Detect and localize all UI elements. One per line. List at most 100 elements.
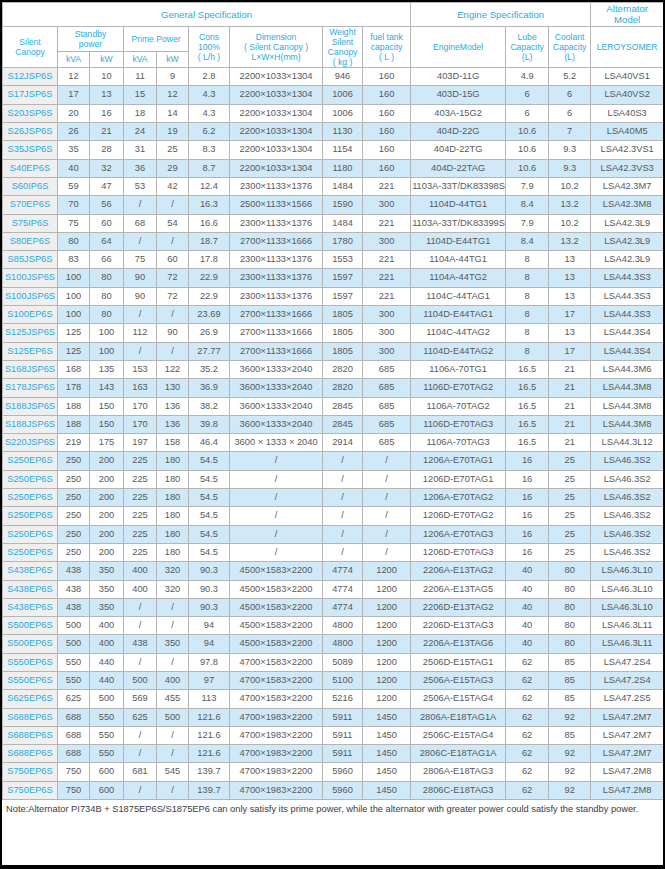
model-link[interactable]: S688EP6S bbox=[3, 726, 58, 744]
model-link[interactable]: S438EP6S bbox=[3, 598, 58, 616]
model-link[interactable]: S60IP6S bbox=[3, 177, 58, 195]
value-cell: 160 bbox=[363, 141, 411, 159]
value-cell: 1006 bbox=[323, 86, 363, 104]
model-link[interactable]: S250EP6S bbox=[3, 489, 58, 507]
value-cell: 17 bbox=[549, 342, 591, 360]
value-cell: 13.2 bbox=[549, 196, 591, 214]
value-cell: 175 bbox=[90, 434, 124, 452]
model-link[interactable]: S26JSP6S bbox=[3, 123, 58, 141]
model-link[interactable]: S688EP6S bbox=[3, 708, 58, 726]
model-link[interactable]: S20JSP6S bbox=[3, 104, 58, 122]
value-cell: 6 bbox=[549, 86, 591, 104]
model-link[interactable]: S125EP6S bbox=[3, 342, 58, 360]
value-cell: 54.5 bbox=[189, 489, 230, 507]
value-cell: 2845 bbox=[323, 415, 363, 433]
group-header-row: General Specification Engine Specificati… bbox=[3, 3, 664, 27]
value-cell: 1200 bbox=[363, 653, 411, 671]
value-cell: 85 bbox=[549, 726, 591, 744]
value-cell: / bbox=[323, 470, 363, 488]
table-row: S550EP6S550440500400974700×1583×22005100… bbox=[3, 671, 664, 689]
model-link[interactable]: S70EP6S bbox=[3, 196, 58, 214]
value-cell: 2806A-E18TAG3 bbox=[411, 763, 506, 781]
value-cell: 500 bbox=[90, 690, 124, 708]
table-row: S500EP6S500400//944500×1583×220048001200… bbox=[3, 617, 664, 635]
value-cell: 180 bbox=[157, 543, 189, 561]
value-cell: 688 bbox=[58, 745, 90, 763]
table-row: S688EP6S688550//121.64700×1983×220059111… bbox=[3, 745, 664, 763]
model-link[interactable]: S500EP6S bbox=[3, 635, 58, 653]
model-link[interactable]: S250EP6S bbox=[3, 507, 58, 525]
value-cell: / bbox=[363, 452, 411, 470]
value-cell: 500 bbox=[58, 617, 90, 635]
value-cell: / bbox=[124, 745, 157, 763]
model-link[interactable]: S100JSP6S bbox=[3, 287, 58, 305]
value-cell: 188 bbox=[58, 397, 90, 415]
model-link[interactable]: S750EP6S bbox=[3, 763, 58, 781]
model-link[interactable]: S550EP6S bbox=[3, 671, 58, 689]
model-link[interactable]: S168JSP6S bbox=[3, 360, 58, 378]
model-link[interactable]: S500EP6S bbox=[3, 617, 58, 635]
model-link[interactable]: S550EP6S bbox=[3, 653, 58, 671]
value-cell: 1805 bbox=[323, 306, 363, 324]
model-link[interactable]: S438EP6S bbox=[3, 580, 58, 598]
table-row: S550EP6S550440//97.84700×1583×2200508912… bbox=[3, 653, 664, 671]
value-cell: LSA44.3S4 bbox=[591, 342, 664, 360]
model-link[interactable]: S250EP6S bbox=[3, 452, 58, 470]
model-link[interactable]: S80EP6S bbox=[3, 232, 58, 250]
value-cell: LSA46.3S2 bbox=[591, 470, 664, 488]
model-link[interactable]: S250EP6S bbox=[3, 543, 58, 561]
model-link[interactable]: S100EP6S bbox=[3, 306, 58, 324]
value-cell: 1805 bbox=[323, 342, 363, 360]
value-cell: 1450 bbox=[363, 763, 411, 781]
value-cell: 92 bbox=[549, 708, 591, 726]
model-link[interactable]: S17JSP6S bbox=[3, 86, 58, 104]
model-link[interactable]: S40EP6S bbox=[3, 159, 58, 177]
value-cell: 1104D-E44TAG2 bbox=[411, 342, 506, 360]
model-link[interactable]: S35JSP6S bbox=[3, 141, 58, 159]
value-cell: LSA40VS1 bbox=[591, 68, 664, 86]
value-cell: LSA42.3L9 bbox=[591, 232, 664, 250]
value-cell: 163 bbox=[124, 379, 157, 397]
value-cell: 25 bbox=[549, 489, 591, 507]
model-link[interactable]: S188JSP6S bbox=[3, 397, 58, 415]
value-cell: 16.6 bbox=[189, 214, 230, 232]
value-cell: LSA42.3VS3 bbox=[591, 159, 664, 177]
model-link[interactable]: S75IP6S bbox=[3, 214, 58, 232]
value-cell: 26.9 bbox=[189, 324, 230, 342]
generator-spec-table: General Specification Engine Specificati… bbox=[2, 2, 664, 800]
table-row: S70EP6S7056//16.32500×1133×1566159030011… bbox=[3, 196, 664, 214]
value-cell: 1106A-70TAG3 bbox=[411, 434, 506, 452]
value-cell: 9 bbox=[157, 68, 189, 86]
value-cell: / bbox=[230, 507, 323, 525]
model-link[interactable]: S85JSP6S bbox=[3, 251, 58, 269]
table-body: S12JSP6S12101192.82200×1033×130494616040… bbox=[3, 68, 664, 800]
value-cell: 1450 bbox=[363, 781, 411, 799]
model-link[interactable]: S220JSP6S bbox=[3, 434, 58, 452]
model-link[interactable]: S250EP6S bbox=[3, 470, 58, 488]
model-link[interactable]: S625EP6S bbox=[3, 690, 58, 708]
value-cell: 60 bbox=[157, 251, 189, 269]
value-cell: 2700×1133×1666 bbox=[230, 342, 323, 360]
value-cell: 10.2 bbox=[549, 214, 591, 232]
value-cell: 3600×1333×2040 bbox=[230, 379, 323, 397]
value-cell: 35 bbox=[58, 141, 90, 159]
model-link[interactable]: S688EP6S bbox=[3, 745, 58, 763]
value-cell: 221 bbox=[363, 214, 411, 232]
value-cell: LSA47.2M8 bbox=[591, 763, 664, 781]
model-link[interactable]: S438EP6S bbox=[3, 562, 58, 580]
table-row: S250EP6S25020022518054.5///1206D-E70TAG1… bbox=[3, 470, 664, 488]
value-cell: 11 bbox=[124, 68, 157, 86]
model-link[interactable]: S178JSP6S bbox=[3, 379, 58, 397]
value-cell: 1104A-44TG2 bbox=[411, 269, 506, 287]
value-cell: 62 bbox=[506, 763, 549, 781]
value-cell: 12 bbox=[58, 68, 90, 86]
model-link[interactable]: S125JSP6S bbox=[3, 324, 58, 342]
model-link[interactable]: S750EP6S bbox=[3, 781, 58, 799]
model-link[interactable]: S250EP6S bbox=[3, 525, 58, 543]
model-link[interactable]: S12JSP6S bbox=[3, 68, 58, 86]
model-link[interactable]: S188JSP6S bbox=[3, 415, 58, 433]
model-link[interactable]: S100JSP6S bbox=[3, 269, 58, 287]
table-row: S250EP6S25020022518054.5///1206D-E70TAG2… bbox=[3, 507, 664, 525]
value-cell: 158 bbox=[157, 434, 189, 452]
value-cell: 180 bbox=[157, 507, 189, 525]
